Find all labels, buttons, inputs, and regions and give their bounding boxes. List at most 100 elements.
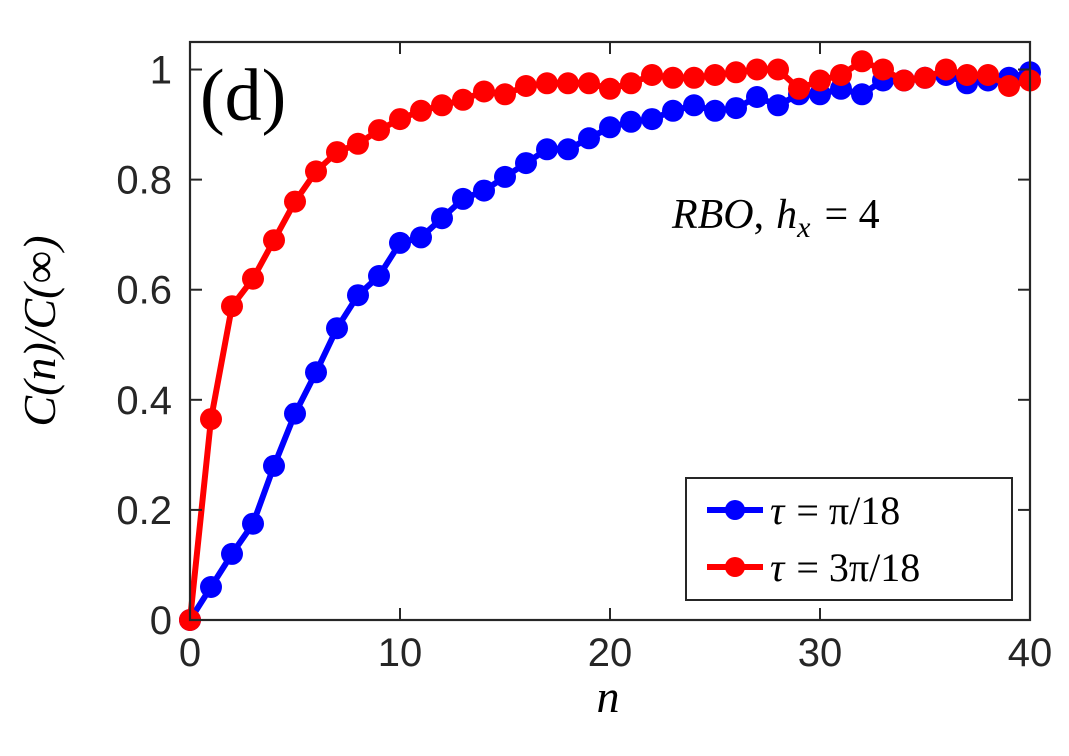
series-1-point-10	[389, 108, 411, 131]
series-1-point-8	[347, 132, 369, 155]
annotation-relation: = 4	[824, 192, 879, 238]
series-0-point-21	[620, 110, 642, 133]
series-0-point-9	[368, 265, 390, 287]
series-0-point-6	[305, 361, 327, 384]
series-1-point-6	[305, 160, 327, 183]
series-1-point-17	[536, 72, 558, 95]
series-1-point-22	[641, 64, 663, 86]
series-0-point-1	[200, 576, 222, 598]
series-1-point-31	[830, 64, 852, 86]
series-0-point-32	[851, 83, 873, 106]
series-1-point-20	[599, 77, 621, 100]
series-1-point-12	[431, 94, 453, 117]
annotation-variable: h	[776, 192, 797, 238]
series-0-point-13	[452, 187, 474, 210]
y-tick-label-4: 0.8	[116, 159, 172, 203]
x-axis-label: n	[597, 671, 620, 722]
series-0-point-24	[683, 94, 705, 117]
panel-label: (d)	[200, 55, 286, 137]
ticks-layer: 0 10 20 30 40 0 0.2 0.4 0.6 0.8 1	[116, 42, 1052, 675]
y-axis-label: C(n)/C(∞)	[14, 235, 65, 426]
series-0-point-22	[641, 108, 663, 131]
series-1-point-1	[200, 408, 222, 431]
series-1-point-32	[851, 50, 873, 73]
series-1-point-5	[284, 190, 306, 213]
series-1-point-27	[746, 58, 768, 81]
series-1-point-24	[683, 66, 705, 89]
legend-label-1: τ = 3π/18	[770, 545, 920, 590]
series-0-point-8	[347, 284, 369, 307]
series-0-point-17	[536, 138, 558, 161]
series-0-point-26	[725, 97, 747, 120]
annotation-separator: ,	[754, 192, 765, 238]
series-0-point-25	[704, 99, 726, 122]
series-0-point-15	[494, 165, 516, 188]
y-tick-label-1: 0.2	[116, 489, 172, 533]
series-1-point-35	[914, 66, 936, 89]
series-0-point-10	[389, 231, 411, 254]
series-layer	[179, 50, 1041, 631]
series-0-point-18	[557, 138, 579, 161]
series-0-point-16	[515, 152, 537, 175]
legend-label-0: τ = π/18	[770, 488, 900, 533]
series-1-point-26	[725, 61, 747, 84]
series-0-point-2	[221, 542, 243, 565]
x-tick-label-2: 20	[588, 631, 633, 675]
series-1-point-38	[977, 64, 999, 86]
legend-marker-0	[725, 500, 745, 520]
series-1-point-2	[221, 295, 243, 318]
y-axis-label-part-2: n	[14, 358, 65, 381]
x-tick-label-3: 30	[798, 631, 843, 675]
y-axis-label-part-5: )	[14, 235, 65, 253]
y-tick-label-0: 0	[150, 599, 172, 643]
legend-marker-1	[725, 557, 745, 577]
x-tick-label-0: 0	[179, 631, 201, 675]
series-1-point-3	[242, 267, 264, 290]
series-1-point-13	[452, 88, 474, 111]
series-1-point-25	[704, 64, 726, 86]
series-0-point-5	[284, 402, 306, 425]
legend-var-1: τ	[770, 545, 786, 590]
y-tick-label-5: 1	[150, 49, 172, 93]
series-1-point-15	[494, 83, 516, 106]
y-axis-label-part-3: )/C(	[14, 281, 65, 361]
series-1-point-37	[956, 64, 978, 86]
series-1-point-29	[788, 77, 810, 100]
annotation-math: RBO	[671, 192, 754, 238]
series-1-point-9	[368, 119, 390, 142]
series-1-point-4	[263, 229, 285, 252]
series-0-point-3	[242, 512, 264, 535]
series-0-point-19	[578, 127, 600, 150]
annotation: RBO, hx = 4	[671, 192, 880, 244]
series-0-point-12	[431, 207, 453, 230]
series-1-point-30	[809, 69, 831, 92]
x-tick-label-1: 10	[378, 631, 423, 675]
series-0-point-27	[746, 86, 768, 108]
series-1-point-16	[515, 75, 537, 97]
series-1-point-28	[767, 58, 789, 81]
series-1-point-11	[410, 99, 432, 122]
series-1-point-21	[620, 72, 642, 95]
y-tick-label-2: 0.4	[116, 379, 172, 423]
legend-rel-1: = 3π/18	[796, 545, 920, 590]
legend-rel-0: = π/18	[796, 488, 900, 533]
series-1-point-19	[578, 72, 600, 95]
series-1-point-34	[893, 69, 915, 92]
y-axis-label-part-1: C(	[14, 378, 65, 427]
series-1-point-14	[473, 80, 495, 103]
series-1-point-18	[557, 72, 579, 95]
series-0-point-4	[263, 454, 285, 477]
series-1-point-33	[872, 58, 894, 81]
legend: τ = π/18 τ = 3π/18	[685, 477, 1013, 601]
series-0-point-20	[599, 116, 621, 139]
series-1-point-36	[935, 58, 957, 81]
series-1-point-7	[326, 141, 348, 164]
y-axis-label-part-4: ∞	[14, 251, 65, 284]
series-1-point-23	[662, 66, 684, 89]
legend-var-0: τ	[770, 488, 786, 533]
series-0-point-23	[662, 99, 684, 122]
y-tick-label-3: 0.6	[116, 269, 172, 313]
series-0-point-7	[326, 317, 348, 340]
x-tick-label-4: 40	[1008, 631, 1053, 675]
